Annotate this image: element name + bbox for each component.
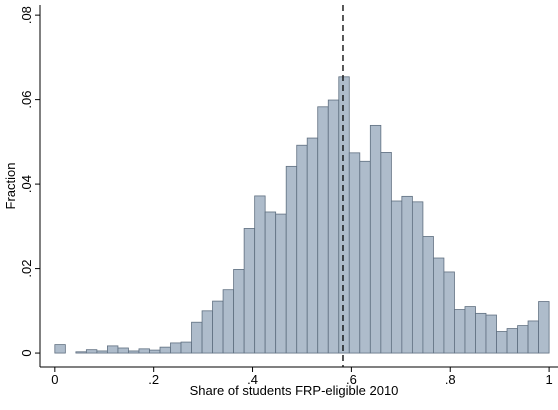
bar	[212, 300, 224, 354]
bar	[296, 144, 308, 354]
bar	[264, 211, 277, 354]
bar	[454, 309, 466, 354]
y-tick-label: .06	[19, 91, 34, 109]
bar	[96, 350, 108, 354]
x-tick-label: .8	[445, 372, 456, 387]
bar	[517, 325, 529, 354]
bar	[117, 347, 129, 354]
bar	[369, 124, 382, 354]
bar	[149, 349, 161, 354]
bar	[411, 201, 424, 354]
bar	[85, 349, 98, 354]
bar	[527, 320, 539, 354]
bar	[138, 348, 150, 354]
x-tick-label: 1	[545, 372, 552, 387]
bar	[317, 106, 329, 354]
bar	[401, 195, 413, 354]
bar	[159, 346, 171, 354]
bar	[170, 342, 182, 354]
bar	[338, 76, 350, 354]
x-tick-label: .2	[148, 372, 159, 387]
bar	[443, 271, 455, 354]
bar	[538, 301, 550, 354]
bar	[285, 165, 298, 354]
bar	[390, 200, 403, 354]
bar	[422, 236, 434, 354]
bar	[180, 341, 192, 354]
x-tick-label: .4	[247, 372, 258, 387]
y-axis-label: Fraction	[3, 163, 18, 210]
y-tick-label: 0	[19, 349, 34, 356]
bar	[485, 314, 497, 354]
bar	[54, 344, 66, 354]
y-tick-label: .04	[19, 175, 34, 193]
bar	[348, 152, 361, 354]
bar	[359, 160, 371, 354]
x-tick-label: 0	[51, 372, 58, 387]
bar	[475, 312, 487, 354]
bar	[128, 350, 140, 354]
bar	[275, 213, 287, 354]
bar	[233, 269, 245, 354]
x-tick-label: .6	[346, 372, 357, 387]
bar	[496, 331, 508, 354]
y-tick-label: .08	[19, 6, 34, 24]
bar	[254, 195, 266, 354]
bar	[201, 310, 213, 354]
bar	[222, 289, 235, 354]
bar	[243, 228, 256, 354]
bar	[191, 321, 203, 354]
bar	[327, 99, 340, 354]
bar	[107, 345, 119, 354]
bar	[75, 351, 87, 354]
bar	[464, 306, 476, 354]
bar	[380, 152, 392, 354]
bar	[433, 257, 445, 354]
x-axis-label: Share of students FRP-eligible 2010	[190, 383, 399, 398]
y-tick-label: .02	[19, 260, 34, 278]
bar	[306, 137, 319, 354]
bar	[506, 328, 518, 354]
